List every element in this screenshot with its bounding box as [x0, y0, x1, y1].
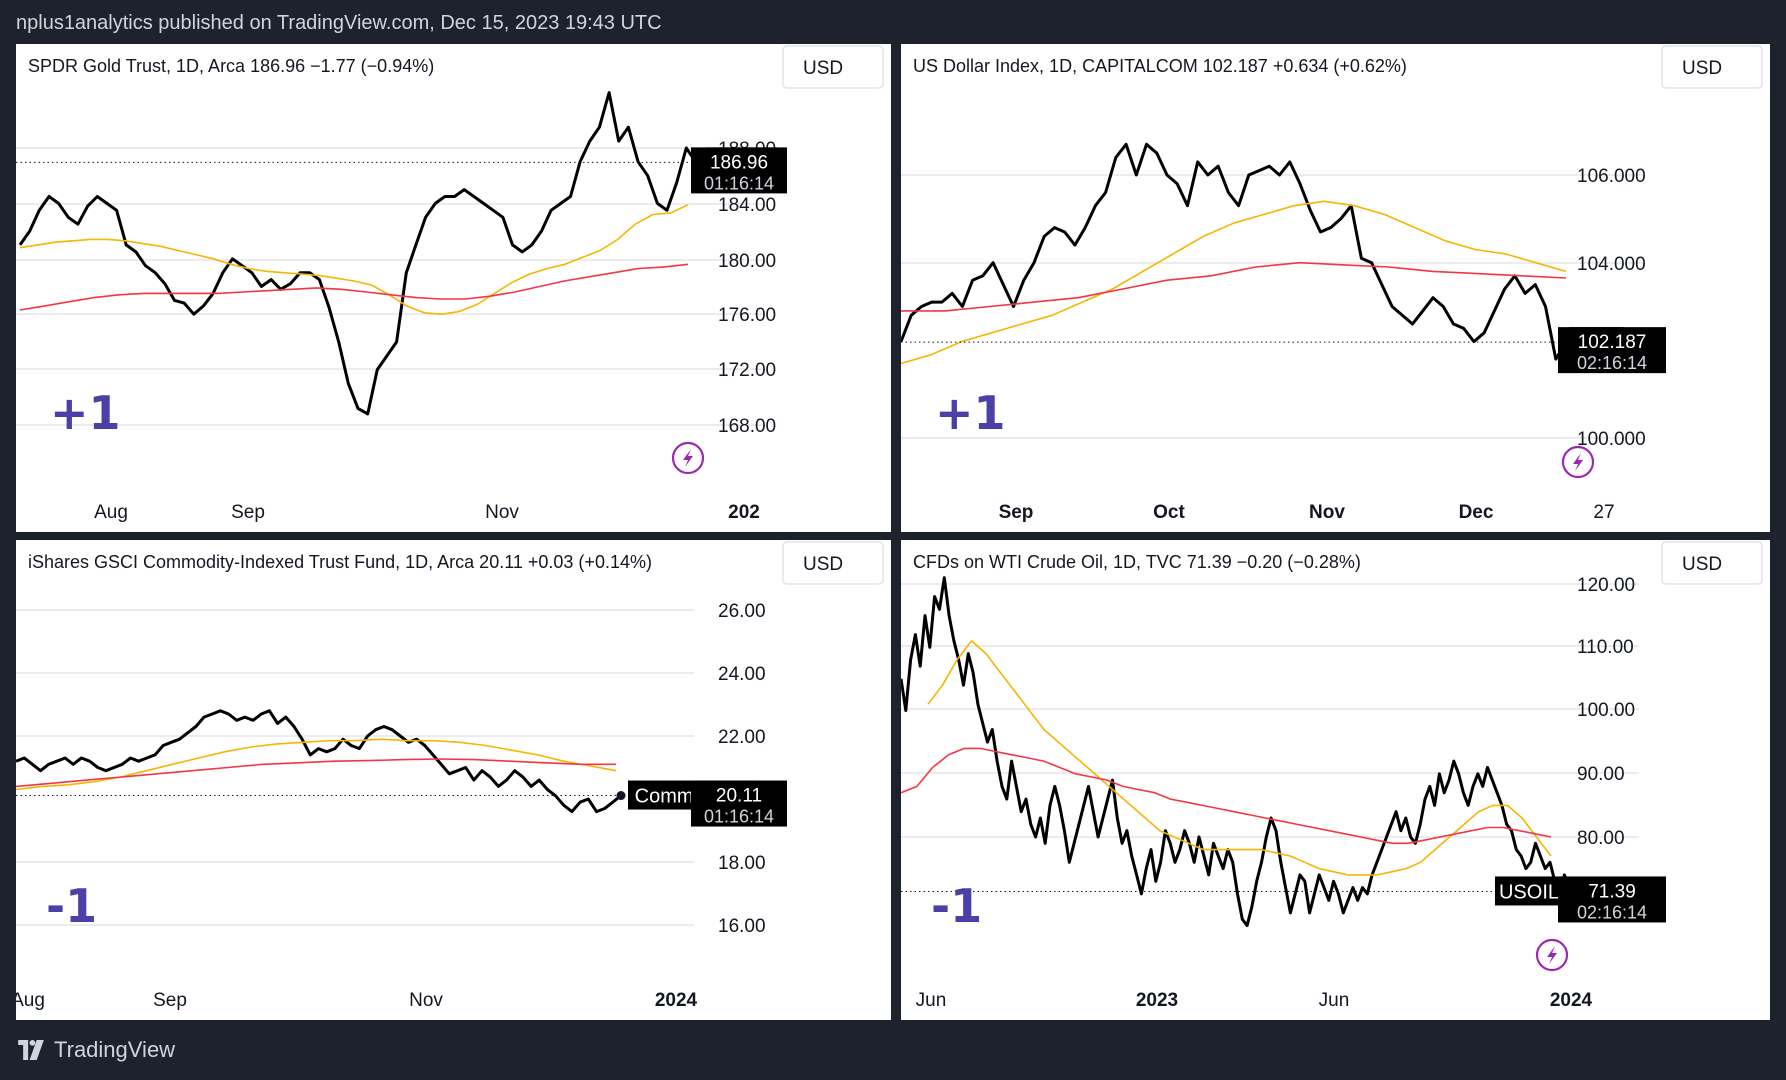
- symbol-badge: [1495, 876, 1563, 906]
- y-tick-label: 100.000: [1577, 429, 1646, 450]
- lightning-icon[interactable]: [671, 441, 705, 475]
- x-tick-label: 2024: [655, 990, 698, 1011]
- x-tick-label: Nov: [409, 990, 443, 1011]
- series-line-ma_slow: [19, 263, 689, 311]
- x-tick-label: 27: [1593, 502, 1614, 523]
- series-line-price: [901, 142, 1568, 361]
- countdown-label: 02:16:14: [1577, 353, 1647, 373]
- chart-svg[interactable]: 26.0024.0022.0018.0016.00AugSepNov2024Co…: [16, 540, 891, 1020]
- y-tick-label: 180.00: [718, 251, 776, 272]
- y-tick-label: 168.00: [718, 416, 776, 437]
- y-tick-label: 104.000: [1577, 254, 1646, 275]
- x-tick-label: 202: [728, 502, 760, 523]
- score-annotation: -1: [46, 879, 97, 933]
- chart-svg[interactable]: 106.000104.000100.000SepOctNovDec27DXY10…: [901, 44, 1770, 532]
- y-tick-label: 80.00: [1577, 828, 1625, 849]
- series-line-ma_fast: [19, 204, 689, 316]
- x-tick-label: Jun: [1319, 990, 1350, 1011]
- chart-panel-gold[interactable]: 188.00184.00180.00176.00172.00168.00AugS…: [16, 44, 891, 532]
- score-annotation: +1: [935, 386, 1006, 440]
- currency-button[interactable]: [782, 45, 884, 89]
- series-line-price: [901, 576, 1575, 928]
- y-tick-label: 184.00: [718, 195, 776, 216]
- currency-label: USD: [1682, 554, 1722, 575]
- footer: TradingView: [16, 1037, 175, 1063]
- lightning-icon[interactable]: [1535, 938, 1569, 972]
- y-tick-label: 100.00: [1577, 700, 1635, 721]
- currency-button[interactable]: [1661, 541, 1763, 585]
- x-tick-label: Aug: [16, 990, 45, 1011]
- y-tick-label: 90.00: [1577, 764, 1625, 785]
- y-tick-label: 110.00: [1577, 637, 1634, 658]
- x-tick-label: Dec: [1459, 502, 1494, 523]
- chart-panel-crude-oil[interactable]: 120.00 110.00 100.00 90.00 80.00 Jun 2023 Jun 20…: [901, 540, 1770, 1020]
- tradingview-logo-icon: [18, 1040, 44, 1060]
- chart-svg[interactable]: 188.00184.00180.00176.00172.00168.00AugS…: [16, 44, 891, 532]
- last-price-box: [1558, 876, 1666, 923]
- symbol-label: USOIL: [1499, 881, 1559, 903]
- last-price-dot: [616, 791, 626, 801]
- last-price-box: [691, 780, 787, 827]
- y-tick-label: 106.000: [1577, 166, 1646, 187]
- currency-label: USD: [803, 58, 843, 79]
- y-tick-label: 26.00: [718, 601, 766, 622]
- chart-svg[interactable]: 120.00 110.00 100.00 90.00 80.00 Jun 2023 Jun 20…: [901, 540, 1770, 1020]
- last-price-label: 102.187: [1578, 332, 1647, 353]
- x-tick-label: Sep: [999, 502, 1034, 523]
- y-tick-label: 172.00: [718, 360, 776, 381]
- currency-label: USD: [803, 554, 843, 575]
- last-price-box: [1558, 327, 1666, 374]
- chart-title: iShares GSCI Commodity-Indexed Trust Fun…: [28, 552, 652, 572]
- x-tick-label: Sep: [231, 502, 265, 523]
- countdown-label: 01:16:14: [704, 807, 774, 827]
- chart-panel-commodities[interactable]: 26.0024.0022.0018.0016.00AugSepNov2024Co…: [16, 540, 891, 1020]
- lightning-icon[interactable]: [1561, 445, 1595, 479]
- y-tick-label: 16.00: [718, 916, 766, 937]
- x-tick-label: 2023: [1136, 990, 1178, 1011]
- x-tick-label: Jun: [916, 990, 947, 1011]
- x-tick-label: Sep: [153, 990, 187, 1011]
- currency-button[interactable]: [1661, 45, 1763, 89]
- last-price-label: 71.39: [1588, 881, 1636, 902]
- countdown-label: 02:16:14: [1577, 902, 1647, 922]
- chart-panel-dollar-index[interactable]: 106.000104.000100.000SepOctNovDec27DXY10…: [901, 44, 1770, 532]
- publish-header: nplus1analytics published on TradingView…: [16, 12, 662, 34]
- x-tick-label: Nov: [485, 502, 519, 523]
- footer-brand: TradingView: [54, 1037, 176, 1062]
- chart-title: US Dollar Index, 1D, CAPITALCOM 102.187 …: [913, 56, 1407, 76]
- y-tick-label: 120.00: [1577, 575, 1635, 596]
- currency-label: USD: [1682, 58, 1722, 79]
- score-annotation: +1: [50, 386, 121, 440]
- series-line-ma_slow: [16, 758, 616, 788]
- series-line-ma_slow: [901, 747, 1552, 845]
- series-line-ma_slow: [901, 261, 1567, 312]
- y-tick-label: 24.00: [718, 664, 766, 685]
- series-line-ma_fast: [901, 200, 1567, 365]
- score-annotation: -1: [931, 879, 982, 933]
- x-tick-label: Aug: [94, 502, 128, 523]
- countdown-label: 01:16:14: [704, 173, 774, 193]
- chart-title: SPDR Gold Trust, 1D, Arca 186.96 −1.77 (…: [28, 56, 434, 76]
- currency-button[interactable]: [782, 541, 884, 585]
- series-line-price: [18, 91, 698, 416]
- x-tick-label: Oct: [1153, 502, 1185, 523]
- last-price-box: [691, 147, 787, 194]
- series-line-price: [16, 709, 622, 814]
- last-price-label: 20.11: [716, 786, 762, 807]
- y-tick-label: 176.00: [718, 305, 776, 326]
- y-tick-label: 18.00: [718, 853, 766, 874]
- y-tick-label: 22.00: [718, 727, 766, 748]
- x-tick-label: Nov: [1309, 502, 1345, 523]
- last-price-label: 186.96: [710, 152, 768, 173]
- series-line-ma_fast: [927, 640, 1552, 876]
- x-tick-label: 2024: [1550, 990, 1593, 1011]
- chart-title: CFDs on WTI Crude Oil, 1D, TVC 71.39 −0.…: [913, 552, 1361, 572]
